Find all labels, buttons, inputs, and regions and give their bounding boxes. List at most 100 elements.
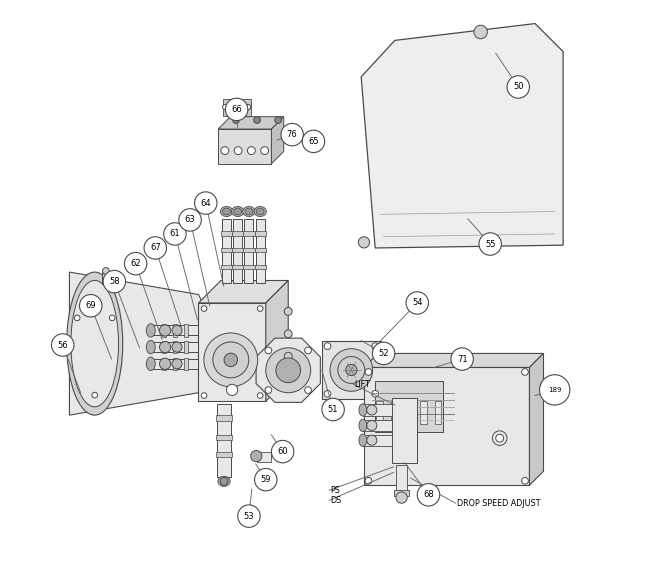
Bar [435, 401, 441, 424]
Bar [162, 324, 166, 337]
Circle shape [79, 295, 102, 317]
Bar [173, 341, 177, 353]
Circle shape [365, 369, 372, 375]
Ellipse shape [243, 206, 255, 217]
Circle shape [266, 348, 310, 393]
Text: 50: 50 [513, 82, 523, 91]
Circle shape [305, 387, 311, 393]
Bar [222, 219, 231, 283]
Bar [233, 219, 242, 283]
Circle shape [201, 393, 207, 398]
Circle shape [234, 104, 240, 110]
Text: 67: 67 [150, 243, 160, 252]
Circle shape [213, 342, 249, 378]
Polygon shape [69, 272, 201, 415]
Circle shape [144, 237, 166, 259]
Bar [375, 381, 443, 432]
Text: 71: 71 [457, 355, 468, 364]
Circle shape [172, 359, 182, 369]
Circle shape [109, 315, 115, 321]
Circle shape [324, 390, 331, 397]
Polygon shape [361, 24, 563, 248]
Circle shape [253, 117, 261, 123]
Bar [216, 415, 232, 421]
Bar [162, 341, 166, 353]
Polygon shape [218, 117, 284, 129]
Ellipse shape [359, 434, 367, 447]
Text: 189: 189 [548, 387, 561, 393]
Polygon shape [256, 338, 320, 402]
Circle shape [305, 347, 311, 354]
Bar [363, 435, 392, 446]
Circle shape [322, 398, 345, 421]
Circle shape [284, 330, 292, 338]
Ellipse shape [245, 208, 253, 215]
Circle shape [223, 104, 228, 110]
Ellipse shape [218, 476, 230, 486]
Bar [221, 265, 232, 269]
Circle shape [276, 358, 301, 383]
Bar [216, 435, 232, 440]
Bar [185, 358, 189, 370]
Bar [218, 129, 271, 164]
Text: 53: 53 [244, 512, 254, 521]
Bar [363, 420, 392, 431]
Circle shape [367, 435, 377, 445]
Polygon shape [271, 117, 284, 164]
Text: 62: 62 [130, 259, 141, 268]
Circle shape [221, 146, 229, 154]
Text: PS: PS [330, 486, 340, 495]
Bar [255, 219, 265, 283]
Bar [394, 490, 409, 496]
Bar [322, 341, 381, 399]
Bar [221, 231, 232, 236]
Bar [185, 341, 189, 353]
Circle shape [257, 306, 263, 311]
Circle shape [238, 505, 260, 527]
Ellipse shape [220, 206, 233, 217]
Circle shape [159, 342, 171, 353]
Circle shape [451, 348, 474, 370]
Circle shape [92, 392, 98, 398]
Circle shape [220, 477, 228, 485]
Text: 69: 69 [85, 301, 96, 310]
Circle shape [179, 209, 201, 231]
Circle shape [284, 352, 292, 360]
Circle shape [159, 325, 171, 336]
Bar [217, 404, 231, 477]
Text: 64: 64 [200, 199, 211, 208]
Circle shape [338, 357, 365, 384]
Circle shape [265, 347, 272, 354]
Bar [185, 324, 189, 337]
Circle shape [372, 390, 379, 397]
Text: DS: DS [330, 496, 341, 505]
Bar [151, 325, 198, 335]
Circle shape [52, 334, 74, 356]
Polygon shape [198, 280, 288, 303]
Bar [232, 265, 244, 269]
Text: 61: 61 [170, 229, 180, 238]
Circle shape [365, 477, 372, 484]
Bar [377, 401, 383, 424]
Ellipse shape [146, 357, 155, 371]
Text: 52: 52 [379, 349, 389, 358]
Circle shape [493, 431, 507, 445]
Ellipse shape [232, 206, 244, 217]
Circle shape [406, 292, 428, 314]
Bar [257, 452, 271, 462]
Text: 59: 59 [261, 475, 271, 484]
Circle shape [521, 477, 529, 484]
Circle shape [204, 333, 257, 387]
Text: 55: 55 [485, 240, 495, 249]
Text: 66: 66 [231, 105, 242, 114]
Bar [391, 401, 398, 424]
Ellipse shape [256, 208, 264, 215]
Bar [223, 99, 251, 116]
Circle shape [507, 76, 529, 98]
Ellipse shape [146, 341, 155, 354]
Circle shape [358, 237, 369, 248]
Bar [232, 248, 244, 252]
Polygon shape [364, 353, 544, 367]
Circle shape [261, 146, 269, 154]
Bar [102, 272, 110, 284]
